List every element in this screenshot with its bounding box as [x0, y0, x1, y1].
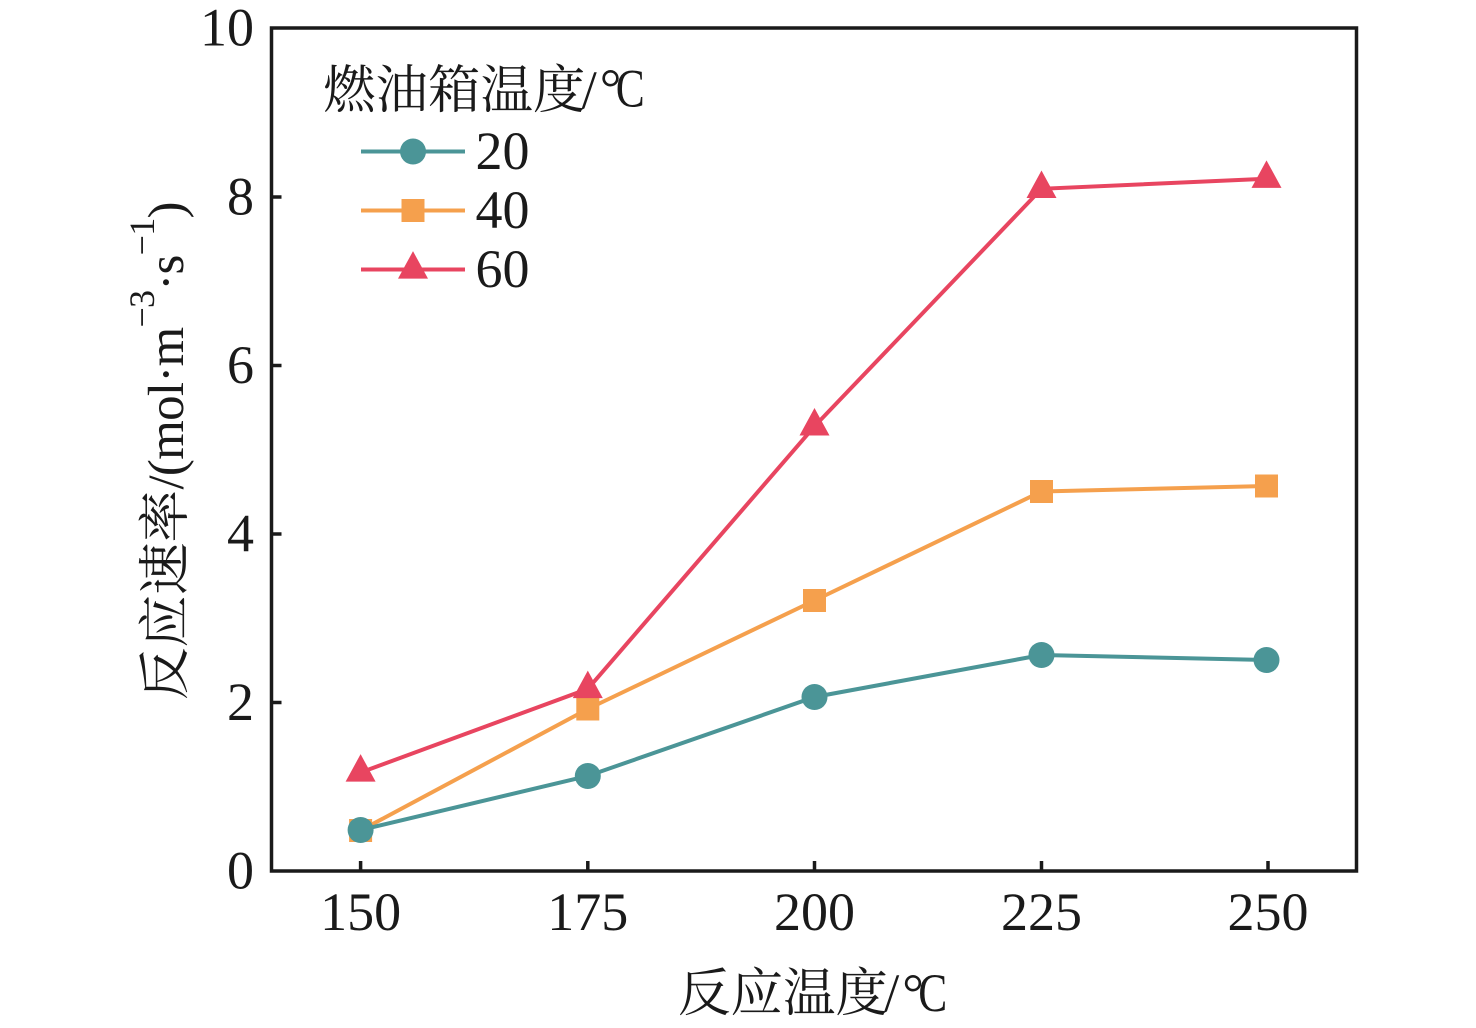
svg-text:0: 0	[227, 841, 254, 901]
svg-text:2: 2	[227, 672, 254, 732]
svg-text:/: /	[582, 60, 597, 120]
svg-text:/: /	[884, 963, 899, 1023]
svg-text:°: °	[902, 963, 924, 1023]
svg-text:250: 250	[1228, 882, 1309, 942]
svg-text:C: C	[918, 963, 947, 1023]
svg-text:150: 150	[320, 882, 401, 942]
svg-text:175: 175	[547, 882, 628, 942]
svg-text:8: 8	[227, 167, 254, 227]
svg-text:4: 4	[227, 504, 254, 564]
svg-text:225: 225	[1001, 882, 1082, 942]
svg-text:C: C	[616, 59, 645, 119]
svg-text:200: 200	[774, 882, 855, 942]
svg-text:20: 20	[476, 121, 530, 181]
svg-text:40: 40	[476, 180, 530, 240]
svg-text:10: 10	[200, 0, 254, 58]
svg-text:6: 6	[227, 335, 254, 395]
svg-text:60: 60	[476, 239, 530, 299]
svg-text:°: °	[600, 58, 622, 118]
